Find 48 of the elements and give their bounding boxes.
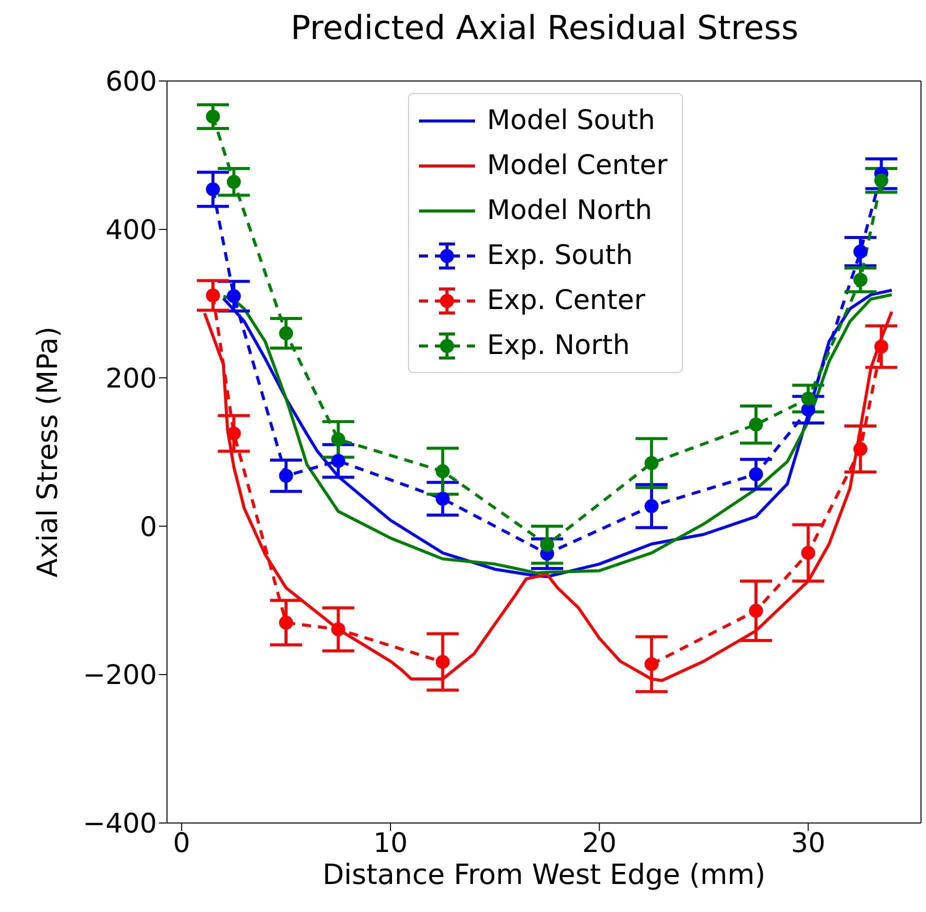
y-tick-label: 400 <box>105 214 157 246</box>
point <box>206 288 220 302</box>
point <box>436 492 450 506</box>
legend-label: Exp. North <box>487 329 630 363</box>
point <box>853 442 868 456</box>
legend-label: Model North <box>487 194 652 228</box>
point <box>226 426 241 440</box>
point <box>801 546 816 560</box>
point <box>853 272 868 287</box>
y-axis-title: Axial Stress (MPa) <box>30 326 64 578</box>
x-axis-title: Distance From West Edge (mm) <box>322 858 766 891</box>
y-tick-label: 600 <box>105 66 157 98</box>
point <box>436 654 450 669</box>
y-tick-label: 200 <box>105 363 157 394</box>
y-tick-label: −200 <box>82 660 157 692</box>
legend-label: Model South <box>487 104 656 138</box>
point <box>748 467 763 482</box>
y-tick-label: −400 <box>82 808 157 840</box>
point <box>226 289 241 304</box>
x-tick-label: 0 <box>173 828 190 860</box>
legend-label: Model Center <box>487 149 668 183</box>
point <box>644 499 659 514</box>
point <box>748 604 763 618</box>
chart-title: Predicted Axial Residual Stress <box>290 8 800 47</box>
point <box>206 182 220 196</box>
point <box>853 244 868 259</box>
x-tick-label: 20 <box>582 828 617 860</box>
point <box>331 432 346 446</box>
point <box>436 464 450 478</box>
point <box>331 622 346 636</box>
point <box>540 538 554 552</box>
point <box>279 616 294 630</box>
point <box>279 326 294 340</box>
point <box>874 340 888 354</box>
y-tick-label: 0 <box>140 512 157 543</box>
x-tick-label: 30 <box>791 828 826 860</box>
point <box>206 110 220 124</box>
point <box>644 657 659 672</box>
point <box>331 454 346 468</box>
point <box>748 418 763 432</box>
point <box>874 173 888 188</box>
legend-label: Exp. Center <box>487 284 646 318</box>
point <box>644 456 659 470</box>
point <box>279 468 294 483</box>
point <box>226 174 241 189</box>
x-tick-label: 10 <box>373 828 408 860</box>
point <box>801 392 816 406</box>
legend-label: Exp. South <box>487 239 633 273</box>
